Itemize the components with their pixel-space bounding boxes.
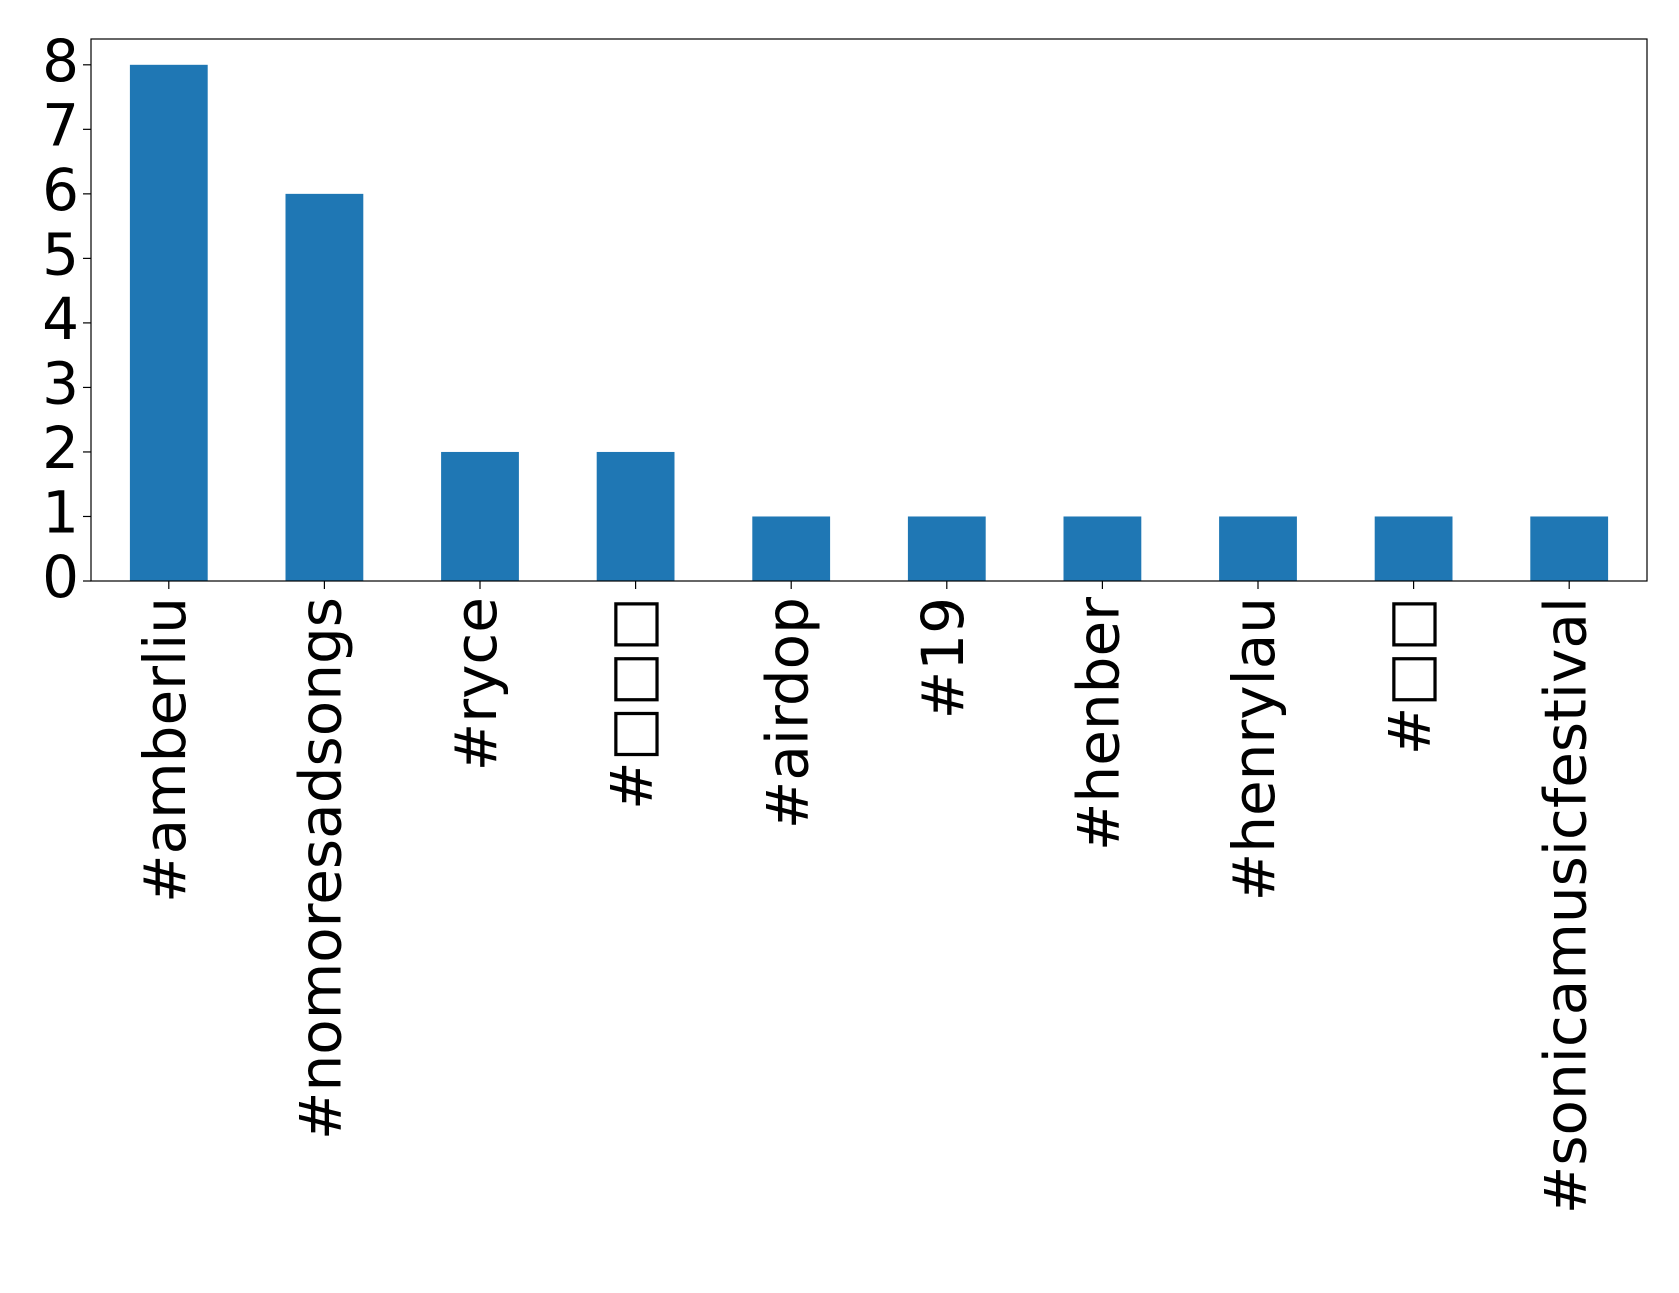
y-tick-label: 1 bbox=[42, 479, 79, 547]
plot-frame bbox=[90, 38, 1648, 582]
bar bbox=[907, 516, 986, 581]
bar bbox=[752, 516, 831, 581]
y-tick-label: 8 bbox=[42, 27, 79, 95]
x-tick-label: #ryce bbox=[442, 597, 510, 771]
bar bbox=[129, 64, 208, 582]
y-tick-label: 5 bbox=[42, 220, 79, 288]
x-tick-label: #□□□ bbox=[598, 597, 666, 810]
x-tick-label: #henber bbox=[1065, 597, 1133, 851]
bar bbox=[441, 451, 519, 581]
y-tick-label: 0 bbox=[42, 543, 79, 611]
y-tick-label: 2 bbox=[42, 414, 79, 482]
y-tick-label: 3 bbox=[42, 350, 79, 418]
x-tick-label: #henrylau bbox=[1220, 597, 1288, 901]
x-tick-label: #nomoresadsongs bbox=[287, 597, 355, 1140]
bar bbox=[1374, 516, 1453, 581]
x-tick-label: #amberliu bbox=[131, 597, 199, 903]
y-tick-label: 7 bbox=[42, 91, 79, 159]
bar bbox=[1063, 516, 1142, 581]
x-tick-label: #□□ bbox=[1376, 597, 1444, 755]
bar bbox=[1219, 516, 1297, 581]
x-tick-label: #sonicamusicfestival bbox=[1531, 597, 1599, 1214]
bar bbox=[1530, 516, 1609, 581]
bar bbox=[285, 193, 364, 581]
x-tick-label: #airdop bbox=[753, 597, 821, 829]
y-tick-label: 4 bbox=[42, 285, 79, 353]
x-tick-label: #19 bbox=[909, 597, 977, 719]
y-tick-label: 6 bbox=[42, 156, 79, 224]
bar bbox=[596, 451, 675, 581]
